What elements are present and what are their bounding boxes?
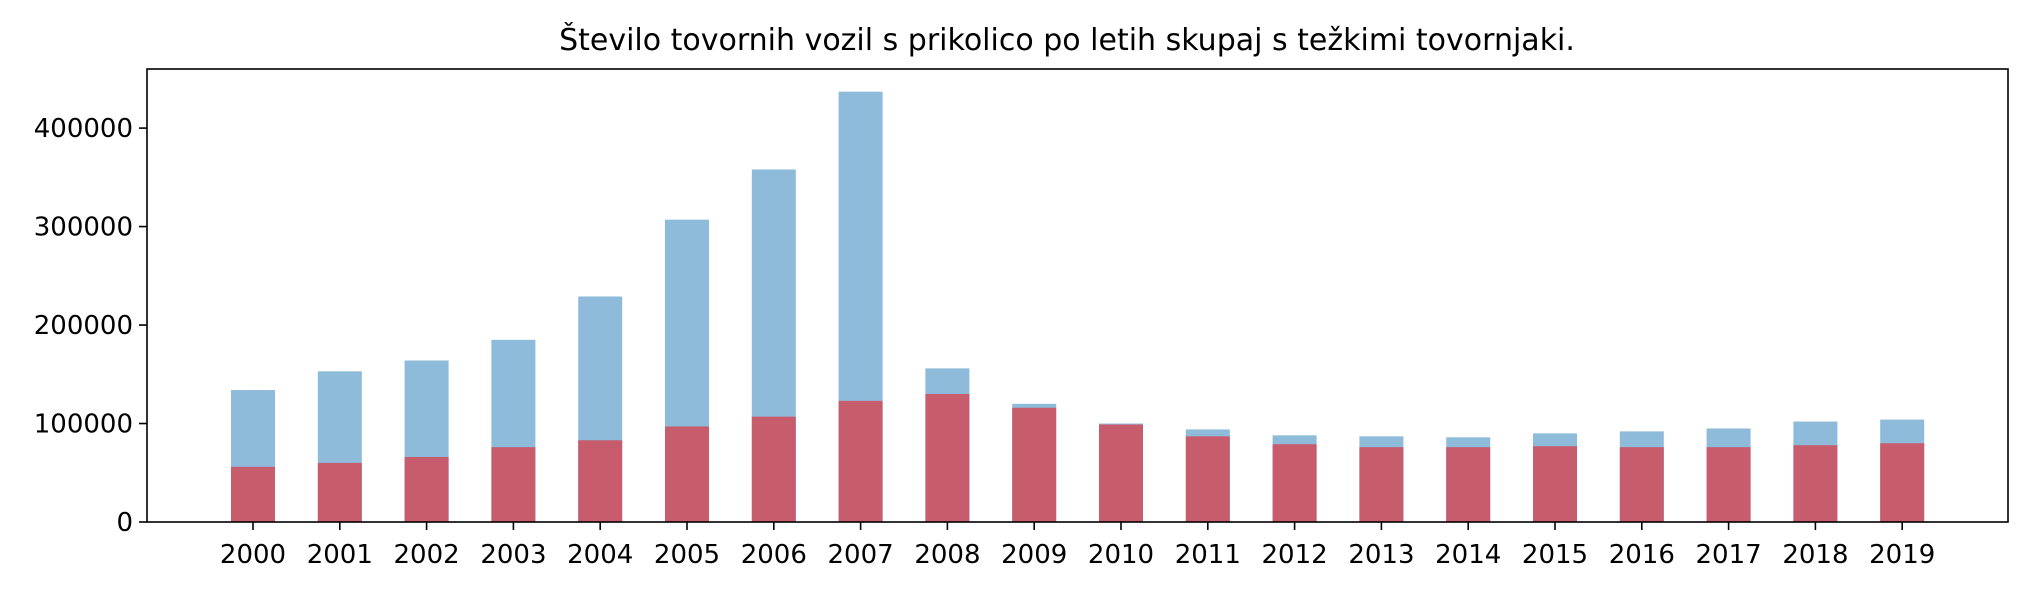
x-tick-label: 2006 [741,540,807,570]
x-tick-label: 2005 [654,540,720,570]
chart-title: Število tovornih vozil s prikolico po le… [559,21,1575,58]
y-tick-label: 300000 [34,213,133,243]
plot-frame [146,68,2009,523]
bar-series2-2002 [404,457,449,522]
bar-series2-2011 [1185,436,1230,522]
x-tick-label: 2015 [1522,540,1588,570]
x-tick-label: 2017 [1696,540,1762,570]
bar-series2-2000 [231,466,275,522]
bar-series2-2015 [1533,446,1577,522]
bar-series2-2008 [925,393,970,522]
bar-series2-2010 [1099,424,1143,522]
x-tick-label: 2001 [307,540,373,570]
bar-series2-2018 [1793,445,1838,522]
x-tick-label: 2018 [1782,540,1848,570]
bar-series2-2019 [1880,443,1925,522]
axes-layer: 0 100000 200000 300000 400000 2000 2001 2002 200… [34,68,2009,570]
x-tick-label: 2004 [567,540,633,570]
x-tick-label: 2016 [1609,540,1675,570]
x-tick-label: 2019 [1869,540,1935,570]
x-tick-label: 2003 [480,540,546,570]
x-tick-label: 2008 [914,540,980,570]
bar-series2-2003 [491,447,536,522]
x-tick-label: 2013 [1348,540,1414,570]
x-tick-label: 2000 [220,540,286,570]
x-tick-label: 2002 [394,540,460,570]
bar-series2-2009 [1012,407,1057,522]
bar-series2-2014 [1446,447,1491,522]
bars-layer [231,91,1925,523]
bar-series2-2004 [578,440,623,522]
y-tick-label: 0 [116,508,133,538]
bar-series2-2013 [1359,447,1404,522]
x-tick-label: 2010 [1088,540,1154,570]
bar-series2-2016 [1619,447,1664,522]
x-tick-label: 2007 [828,540,894,570]
bar-series2-2007 [838,400,883,522]
bar-series2-2012 [1272,444,1317,522]
y-tick-label: 200000 [34,311,133,341]
y-tick-label: 400000 [34,114,133,144]
x-tick-label: 2011 [1175,540,1241,570]
y-tick-label: 100000 [34,410,133,440]
bar-series2-2017 [1706,447,1751,522]
x-tick-label: 2014 [1435,540,1501,570]
x-tick-label: 2012 [1262,540,1328,570]
bar-series2-2001 [317,462,362,522]
x-tick-label: 2009 [1001,540,1067,570]
bar-series2-2005 [665,426,709,522]
bar-series2-2006 [751,416,796,522]
